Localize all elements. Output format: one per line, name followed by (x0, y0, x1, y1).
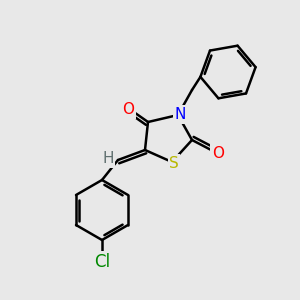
Text: N: N (174, 107, 186, 122)
Text: O: O (212, 146, 224, 161)
Text: H: H (102, 151, 114, 166)
Text: O: O (122, 102, 134, 117)
Text: Cl: Cl (94, 253, 110, 271)
Text: S: S (169, 156, 179, 171)
